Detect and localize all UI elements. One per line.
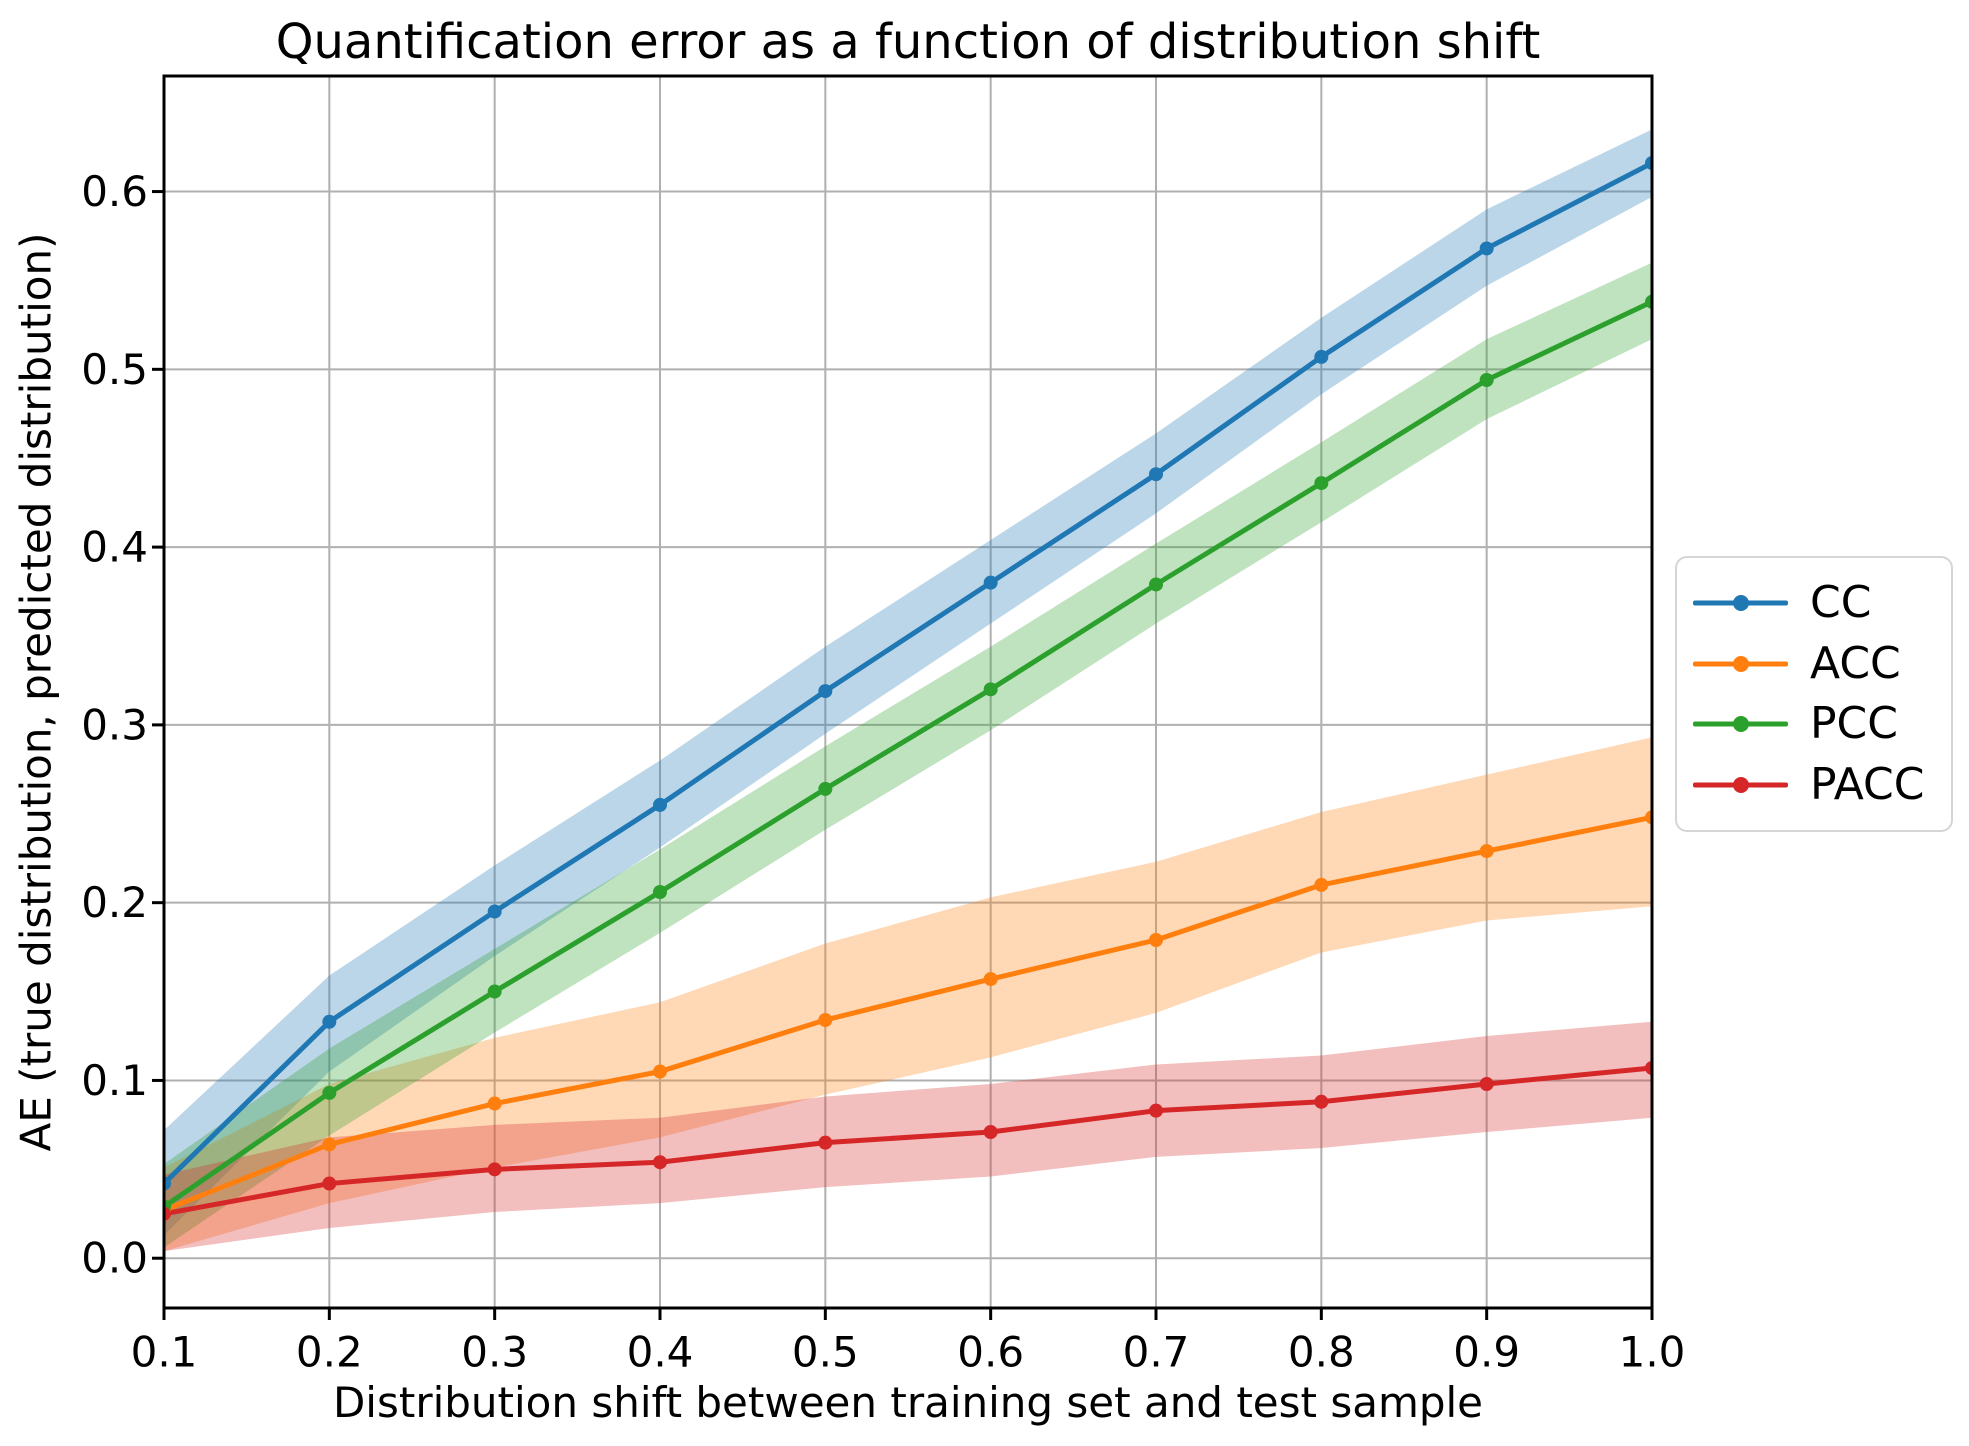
y-tick-label: 0.5 — [81, 345, 148, 394]
y-tick-label: 0.2 — [81, 878, 148, 927]
x-tick-label: 0.1 — [131, 1328, 198, 1377]
marker-acc — [653, 1064, 667, 1079]
marker-acc — [322, 1137, 337, 1152]
marker-acc — [1314, 877, 1329, 892]
marker-pcc — [1479, 373, 1494, 387]
x-tick-label: 0.2 — [296, 1328, 363, 1377]
x-tick-label: 0.7 — [1123, 1328, 1190, 1377]
marker-cc — [487, 904, 502, 919]
legend-entry-pacc: PACC — [1693, 763, 1951, 807]
marker-cc — [1149, 467, 1163, 482]
marker-acc — [487, 1096, 502, 1111]
data-markers — [164, 156, 1652, 1221]
marker-pcc — [1149, 577, 1163, 592]
marker-pacc — [1314, 1094, 1329, 1109]
marker-acc — [1479, 844, 1494, 859]
x-tick-label: 0.8 — [1288, 1328, 1355, 1377]
marker-pacc — [818, 1135, 833, 1150]
marker-acc — [1645, 810, 1652, 825]
y-tick-label: 0.0 — [81, 1234, 148, 1283]
x-tick-label: 0.4 — [627, 1328, 694, 1377]
marker-cc — [983, 575, 998, 590]
marker-pacc — [1479, 1077, 1494, 1091]
marker-pacc — [1149, 1103, 1163, 1118]
legend-label-acc: ACC — [1810, 637, 1901, 689]
legend-label-pacc: PACC — [1810, 759, 1925, 811]
x-axis-label: Distribution shift between training set … — [332, 1378, 1484, 1427]
marker-cc — [653, 797, 667, 812]
chart-title: Quantification error as a function of di… — [275, 14, 1541, 70]
x-tick-label: 0.5 — [792, 1328, 859, 1377]
cc-line-swatch — [1693, 594, 1788, 611]
confidence-band-acc — [164, 737, 1652, 1252]
tick-marks — [152, 190, 1654, 1320]
marker-pacc — [322, 1176, 337, 1191]
legend-label-cc: CC — [1810, 576, 1872, 628]
y-tick-label: 0.3 — [81, 700, 148, 749]
y-tick-label: 0.4 — [81, 523, 148, 572]
pacc-line-swatch — [1693, 777, 1788, 794]
acc-line-swatch — [1693, 655, 1788, 672]
marker-cc — [322, 1014, 337, 1029]
line-pacc — [164, 1065, 1652, 1217]
marker-cc — [1314, 349, 1329, 364]
marker-pacc — [983, 1125, 998, 1139]
x-tick-label: 1.0 — [1619, 1328, 1686, 1377]
legend-box: CC ACC PCC PACC — [1675, 556, 1953, 832]
marker-pcc — [818, 781, 833, 796]
data-lines — [164, 160, 1652, 1217]
marker-pacc — [164, 1206, 171, 1221]
legend-entry-cc: CC — [1693, 576, 1951, 628]
marker-pcc — [653, 885, 667, 899]
legend-entry-acc: ACC — [1693, 637, 1951, 689]
x-tick-labels: 0.1 0.2 0.3 0.4 0.5 0.6 0.7 0.8 0.9 1.0 — [131, 1328, 1686, 1377]
confidence-band-cc — [164, 129, 1652, 1236]
marker-acc — [983, 972, 998, 987]
legend-entry-pcc: PCC — [1693, 702, 1951, 746]
y-axis-label: AE (true distribution, predicted distrib… — [11, 232, 61, 1152]
marker-cc — [818, 684, 833, 699]
line-pcc — [164, 299, 1652, 1210]
y-tick-label: 0.6 — [81, 167, 148, 216]
x-tick-label: 0.6 — [957, 1328, 1024, 1377]
line-cc — [164, 160, 1652, 1187]
marker-cc — [1479, 241, 1494, 256]
marker-pcc — [1314, 476, 1329, 491]
marker-acc — [818, 1013, 833, 1027]
legend-label-pcc: PCC — [1810, 698, 1898, 750]
marker-pcc — [322, 1085, 337, 1100]
plot-frame — [162, 74, 1654, 1310]
marker-cc — [164, 1176, 171, 1191]
confidence-bands — [164, 129, 1652, 1252]
x-tick-label: 0.9 — [1453, 1328, 1520, 1377]
marker-pcc — [487, 984, 502, 999]
marker-pcc — [1645, 294, 1652, 309]
pcc-line-swatch — [1693, 716, 1788, 733]
marker-acc — [1149, 933, 1163, 947]
marker-pacc — [1645, 1061, 1652, 1075]
y-tick-label: 0.1 — [81, 1056, 148, 1105]
y-tick-labels: 0.0 0.1 0.2 0.3 0.4 0.5 0.6 — [81, 167, 148, 1283]
line-acc — [164, 814, 1652, 1213]
x-tick-label: 0.3 — [461, 1328, 528, 1377]
marker-pacc — [653, 1155, 667, 1170]
marker-pacc — [487, 1162, 502, 1177]
marker-pcc — [983, 682, 998, 697]
marker-cc — [1645, 156, 1652, 171]
